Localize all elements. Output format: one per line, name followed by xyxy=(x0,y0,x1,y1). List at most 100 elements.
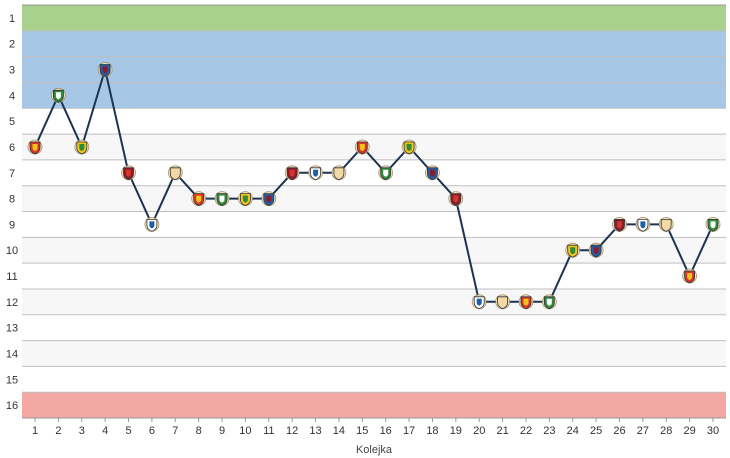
x-tick-label: 12 xyxy=(286,425,298,437)
data-point xyxy=(284,165,300,181)
crest-inner xyxy=(453,195,459,203)
x-tick-label: 8 xyxy=(196,425,202,437)
data-point xyxy=(27,139,43,155)
data-point xyxy=(191,191,207,207)
y-tick-label: 2 xyxy=(9,39,15,51)
crest-inner xyxy=(336,169,342,177)
crest-inner xyxy=(640,221,646,229)
x-tick-label: 18 xyxy=(426,425,438,437)
data-point xyxy=(74,139,90,155)
crest-inner xyxy=(55,92,61,100)
x-tick-label: 4 xyxy=(102,425,108,437)
x-tick-label: 13 xyxy=(309,425,321,437)
zone-band xyxy=(22,392,726,418)
x-tick-label: 24 xyxy=(567,425,579,437)
crest-inner xyxy=(172,169,178,177)
y-tick-label: 4 xyxy=(9,90,15,102)
y-tick-label: 6 xyxy=(9,142,15,154)
y-tick-label: 3 xyxy=(9,65,15,77)
data-point xyxy=(144,216,160,232)
data-point xyxy=(682,268,697,284)
x-tick-label: 21 xyxy=(496,425,508,437)
data-point xyxy=(401,139,417,155)
x-tick-label: 3 xyxy=(79,425,85,437)
crest-inner xyxy=(570,247,576,255)
data-point xyxy=(51,87,66,103)
x-tick-label: 6 xyxy=(149,425,155,437)
zone-band xyxy=(22,30,726,109)
y-tick-label: 7 xyxy=(9,168,15,180)
row-band xyxy=(22,185,726,212)
x-tick-label: 7 xyxy=(172,425,178,437)
y-tick-label: 13 xyxy=(6,323,18,335)
crest-inner xyxy=(383,169,389,177)
x-tick-label: 26 xyxy=(613,425,625,437)
x-tick-label: 1 xyxy=(32,425,38,437)
y-tick-label: 14 xyxy=(6,348,18,360)
x-tick-label: 27 xyxy=(637,425,649,437)
crest-inner xyxy=(406,144,412,151)
x-tick-label: 19 xyxy=(450,425,462,437)
data-point xyxy=(495,294,511,310)
crest-inner xyxy=(687,273,693,280)
markers xyxy=(27,62,721,310)
crest-inner xyxy=(523,298,529,306)
crest-inner xyxy=(196,195,202,203)
zone-band xyxy=(22,5,726,31)
y-tick-label: 15 xyxy=(6,374,18,386)
data-point xyxy=(635,216,651,232)
data-point xyxy=(354,139,370,155)
crest-inner xyxy=(266,195,272,203)
x-axis-label: Kolejka xyxy=(356,444,393,456)
crest-inner xyxy=(149,221,155,229)
x-tick-label: 9 xyxy=(219,425,225,437)
x-tick-label: 30 xyxy=(707,425,719,437)
x-axis-ticks: 1 2 3 4 5 6 7 8 9 10 11 12 13 14 15 16 17 18 19 20 21 22 23 24 2… xyxy=(32,418,719,437)
crest-inner xyxy=(32,144,38,151)
crest-inner xyxy=(102,66,108,74)
x-tick-label: 11 xyxy=(263,425,274,437)
y-tick-label: 5 xyxy=(9,116,15,128)
data-point xyxy=(261,191,277,207)
crest-inner xyxy=(359,144,365,151)
data-point xyxy=(308,165,324,181)
data-point xyxy=(378,165,394,181)
data-point xyxy=(424,165,440,181)
y-tick-label: 10 xyxy=(6,245,18,257)
y-tick-label: 16 xyxy=(6,400,18,412)
x-tick-label: 28 xyxy=(660,425,672,437)
data-point xyxy=(565,242,581,258)
x-tick-label: 25 xyxy=(590,425,602,437)
y-tick-label: 12 xyxy=(6,297,18,309)
crest-inner xyxy=(617,221,622,229)
x-tick-label: 22 xyxy=(520,425,532,437)
row-band xyxy=(22,134,726,160)
data-point xyxy=(471,294,487,310)
crest-inner xyxy=(500,298,506,306)
crest-inner xyxy=(79,144,85,151)
x-tick-label: 29 xyxy=(683,425,695,437)
data-point xyxy=(214,191,230,207)
data-point xyxy=(237,191,253,207)
crest-inner xyxy=(593,247,599,255)
y-tick-label: 1 xyxy=(9,13,15,25)
row-band xyxy=(22,288,726,315)
crest-inner xyxy=(126,169,131,177)
data-point xyxy=(121,165,136,181)
data-point xyxy=(331,165,347,181)
data-point xyxy=(612,216,627,232)
x-tick-label: 14 xyxy=(333,425,345,437)
x-tick-label: 5 xyxy=(125,425,131,437)
crest-inner xyxy=(313,169,319,177)
data-point xyxy=(541,294,557,310)
crest-inner xyxy=(219,195,225,203)
x-tick-label: 16 xyxy=(380,425,392,437)
data-point xyxy=(448,191,464,207)
data-point xyxy=(658,216,674,232)
data-point xyxy=(518,294,534,310)
crest-inner xyxy=(710,221,716,229)
crest-inner xyxy=(289,169,295,177)
x-tick-label: 2 xyxy=(55,425,61,437)
